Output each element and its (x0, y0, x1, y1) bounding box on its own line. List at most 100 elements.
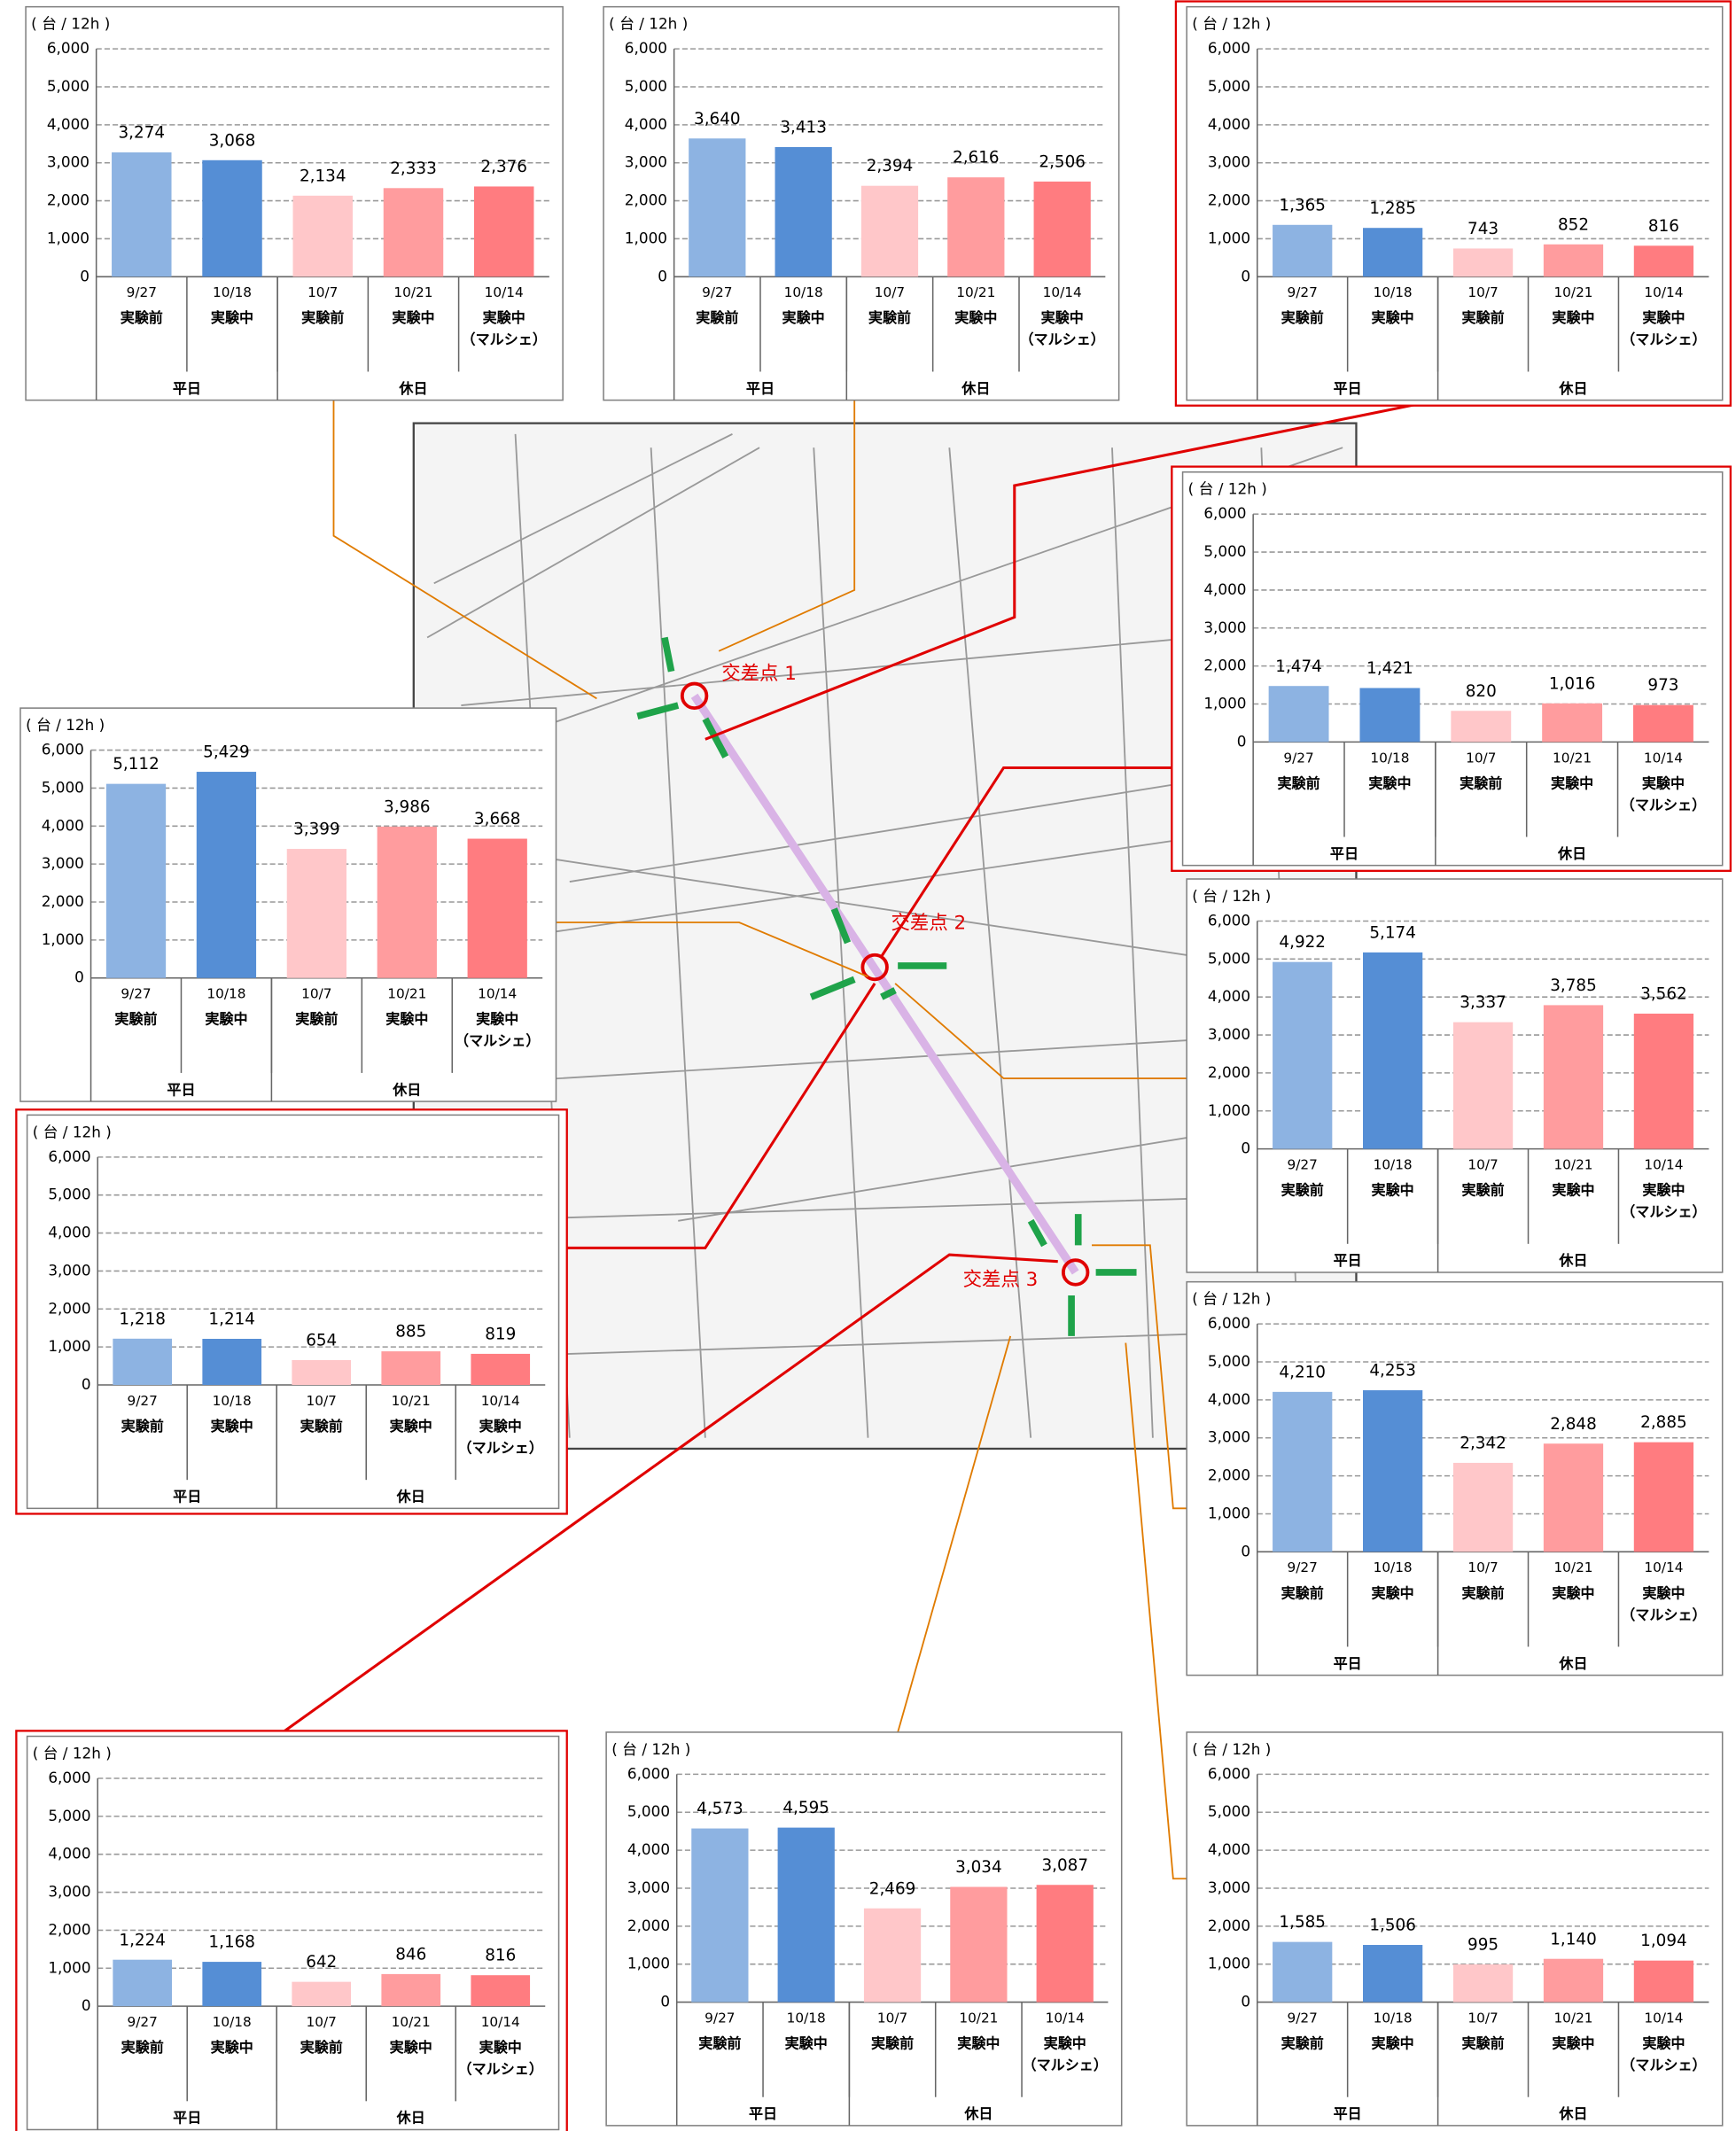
y-tick-label: 4,000 (1208, 1390, 1250, 1408)
x-tick-sublabel: （マルシェ） (1621, 797, 1706, 813)
y-tick-label: 6,000 (1208, 1764, 1250, 1782)
chart-panel: ( 台 / 12h ) 0 1,000 2,000 3,000 4,000 5,000 6,0… (15, 1108, 568, 1515)
y-tick-label: 5,000 (625, 77, 667, 95)
x-tick-label: 9/27 (1283, 750, 1313, 766)
y-tick-label: 0 (80, 267, 90, 284)
bar (1273, 1391, 1333, 1552)
y-tick-label: 6,000 (48, 1769, 90, 1786)
y-tick-label: 2,000 (625, 191, 667, 209)
x-tick-sublabel: （マルシェ） (458, 1439, 543, 1456)
x-tick-sublabel: 実験中 (211, 1418, 253, 1435)
y-tick-label: 4,000 (48, 1845, 90, 1863)
value-label: 1,214 (208, 1310, 255, 1329)
group-label: 休日 (1558, 380, 1587, 397)
x-tick-label: 10/7 (1467, 2010, 1498, 2026)
y-tick-label: 0 (1241, 267, 1250, 284)
x-tick-sublabel: （マルシェ） (455, 1032, 540, 1049)
x-tick-label: 10/18 (1374, 284, 1413, 300)
value-label: 3,640 (694, 110, 741, 128)
y-tick-label: 3,000 (1203, 618, 1246, 636)
x-tick-sublabel: 実験前 (121, 309, 163, 326)
chart-panel: ( 台 / 12h ) 0 1,000 2,000 3,000 4,000 5,000 6,0… (1174, 0, 1732, 407)
x-tick-sublabel: 実験中 (957, 2035, 1000, 2052)
group-label: 平日 (173, 2110, 201, 2127)
x-tick-sublabel: 実験前 (871, 2035, 914, 2052)
x-tick-label: 10/7 (1466, 750, 1496, 766)
bar (1363, 1390, 1423, 1552)
x-tick-label: 10/21 (1553, 1157, 1592, 1173)
bar (292, 1981, 352, 2007)
x-tick-label: 10/7 (307, 2014, 337, 2030)
x-tick-label: 10/14 (1043, 284, 1082, 300)
x-tick-sublabel: 実験前 (1461, 1182, 1504, 1199)
x-tick-sublabel: 実験前 (121, 2039, 164, 2056)
y-tick-label: 5,000 (1208, 77, 1250, 95)
bar (1543, 244, 1604, 277)
bar (202, 1962, 262, 2007)
group-label: 平日 (1334, 1252, 1362, 1269)
y-tick-label: 5,000 (1208, 949, 1250, 967)
value-label: 1,585 (1279, 1913, 1326, 1932)
x-tick-label: 10/21 (956, 284, 995, 300)
y-tick-label: 4,000 (1203, 580, 1246, 598)
y-tick-label: 2,000 (47, 191, 90, 209)
bar (950, 1886, 1008, 2003)
x-tick-sublabel: （マルシェ） (1023, 2057, 1108, 2073)
x-tick-label: 10/18 (787, 2010, 826, 2026)
y-tick-label: 6,000 (627, 1764, 670, 1782)
y-tick-label: 5,000 (627, 1802, 670, 1820)
y-tick-label: 5,000 (42, 778, 84, 796)
x-tick-label: 10/7 (307, 284, 338, 300)
x-tick-sublabel: 実験中 (1551, 774, 1593, 791)
x-tick-sublabel: 実験中 (390, 2039, 432, 2056)
group-label: 休日 (1557, 845, 1586, 862)
bar (1451, 711, 1512, 743)
panel-frame (1186, 5, 1724, 401)
value-label: 846 (395, 1945, 426, 1964)
x-tick-sublabel: 実験中 (205, 1011, 247, 1028)
x-tick-sublabel: 実験前 (1461, 2035, 1504, 2052)
bar (1633, 1013, 1694, 1149)
bar (691, 1828, 749, 2003)
bar (202, 159, 262, 277)
chart-panel: ( 台 / 12h ) 0 1,000 2,000 3,000 4,000 5,000 6,0… (25, 5, 564, 401)
x-tick-sublabel: 実験中 (1642, 1182, 1685, 1199)
bar (113, 1338, 173, 1386)
panel-frame (1181, 471, 1724, 867)
value-label: 816 (1648, 217, 1679, 236)
map-label: 交差点 1 (721, 663, 797, 685)
x-tick-sublabel: 実験中 (1642, 1584, 1685, 1601)
bar (1543, 1958, 1604, 2003)
group-label: 休日 (1558, 2105, 1587, 2122)
y-tick-label: 0 (82, 1375, 91, 1393)
y-tick-label: 1,000 (1208, 1101, 1250, 1119)
x-tick-label: 10/18 (213, 1393, 252, 1409)
y-tick-label: 1,000 (625, 229, 667, 246)
y-tick-label: 2,000 (1208, 1063, 1250, 1081)
y-tick-label: 2,000 (1203, 657, 1246, 674)
y-tick-label: 6,000 (42, 741, 84, 758)
bar (1633, 1442, 1694, 1552)
bar (381, 1351, 441, 1386)
bar (1359, 688, 1421, 743)
x-tick-label: 10/14 (478, 986, 517, 1002)
x-tick-sublabel: （マルシェ） (1621, 2057, 1706, 2073)
x-tick-sublabel: 実験前 (300, 1418, 343, 1435)
value-label: 642 (306, 1953, 337, 1972)
y-tick-label: 5,000 (48, 1186, 90, 1203)
y-tick-label: 6,000 (1208, 911, 1250, 929)
group-label: 休日 (396, 2110, 425, 2127)
chart-panel: ( 台 / 12h ) 0 1,000 2,000 3,000 4,000 5,000 6,0… (605, 1731, 1123, 2127)
value-label: 4,922 (1279, 933, 1326, 952)
x-tick-sublabel: 実験中 (1372, 1182, 1414, 1199)
value-label: 3,034 (955, 1858, 1002, 1877)
value-label: 820 (1466, 682, 1497, 701)
bar (471, 1353, 531, 1386)
x-tick-label: 9/27 (702, 284, 732, 300)
bar (286, 849, 347, 978)
x-tick-label: 10/14 (1644, 750, 1683, 766)
value-label: 3,413 (780, 119, 827, 137)
x-tick-label: 10/7 (875, 284, 905, 300)
group-label: 休日 (963, 2105, 993, 2122)
